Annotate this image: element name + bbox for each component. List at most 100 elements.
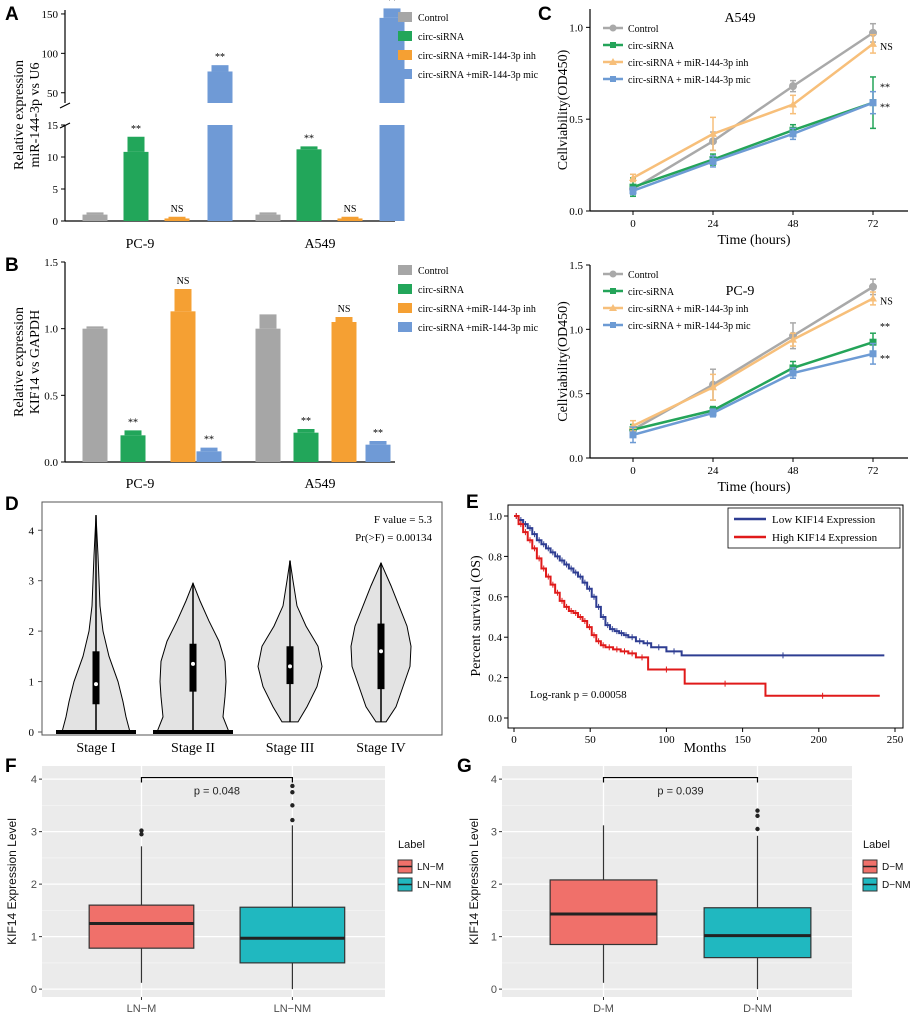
significance-label: ** (301, 416, 311, 427)
y-tick-label: 0.5 (569, 389, 583, 401)
y-axis-label: KIF14 Expression Level (5, 818, 19, 945)
legend-title: Label (863, 839, 890, 851)
y-axis-label: Relative expressionKIF14 vs GAPDH (12, 307, 43, 417)
legend-label: Control (628, 24, 659, 35)
error-bar (200, 448, 218, 452)
outlier-point (139, 828, 144, 833)
legend-label: LN−NM (417, 880, 451, 891)
data-point (869, 294, 877, 302)
legend-label: circ-siRNA + miR-144-3p mic (628, 75, 751, 86)
y-tick-label: 0 (491, 984, 497, 996)
bar (296, 149, 322, 221)
outlier-point (755, 808, 760, 813)
significance-label: ** (880, 103, 890, 114)
legend-marker (610, 42, 616, 48)
y-tick-label: 2 (31, 879, 37, 891)
x-tick-label: 0 (630, 465, 636, 477)
error-bar (259, 315, 277, 329)
y-tick-label: 0.5 (44, 390, 58, 402)
bar (170, 311, 196, 462)
data-point (789, 82, 797, 91)
y-tick-label: 1.0 (569, 22, 583, 34)
annotation-f-value: F value = 5.3 (374, 514, 433, 526)
panel-label-c: C (538, 4, 552, 25)
error-bar (124, 431, 142, 436)
outlier-point (290, 783, 295, 789)
panel-c-pc9-line-chart: 0.0 0.5 1.0 1.5 0 24 48 72 Time (hours) Cellviabi… (556, 260, 908, 495)
significance-label: ** (880, 322, 890, 333)
significance-label: ** (215, 52, 225, 63)
legend-swatch (398, 284, 412, 294)
bar (379, 125, 405, 221)
significance-label: ** (880, 354, 890, 365)
log-rank-annotation: Log-rank p = 0.00058 (530, 689, 627, 701)
significance-label: NS (880, 42, 893, 53)
legend-title: Label (398, 839, 425, 851)
y-tick-label: 2 (491, 879, 497, 891)
x-tick-label: 100 (658, 734, 675, 746)
x-tick-label: 50 (585, 734, 597, 746)
x-tick-label: 200 (811, 734, 828, 746)
panel-g-box-plot: 0 1 2 3 4 D-M D-NM p = 0.039 KIF14 Expression Le… (467, 766, 911, 1014)
x-tick-label: 0 (630, 218, 636, 230)
legend-label: circ-siRNA +miR-144-3p mic (418, 323, 539, 334)
y-axis-label: Cellviability(OD450) (556, 49, 571, 170)
outlier-point (755, 813, 760, 819)
data-point (709, 157, 717, 165)
box (239, 906, 346, 964)
significance-label: ** (387, 0, 397, 6)
significance-label: NS (344, 204, 357, 215)
y-tick-label: 0.0 (44, 457, 58, 469)
y-tick-label: 0.2 (488, 673, 502, 685)
annotation-p-value: Pr(>F) = 0.00134 (355, 532, 432, 544)
data-point (789, 369, 797, 377)
outlier-point (139, 832, 144, 837)
data-point (869, 39, 877, 47)
significance-label: ** (131, 124, 141, 135)
bar (120, 435, 146, 462)
panel-label-f: F (5, 756, 17, 777)
x-tick-label: 150 (734, 734, 751, 746)
p-value-label: p = 0.048 (194, 786, 240, 798)
x-category-label: A549 (304, 237, 335, 252)
legend-swatch (398, 31, 412, 41)
y-tick-label: 1.5 (44, 257, 58, 269)
legend-swatch (398, 265, 412, 275)
significance-label: NS (880, 296, 893, 307)
box (703, 907, 812, 959)
bar (365, 444, 391, 462)
x-category-label: PC-9 (126, 237, 155, 252)
y-tick-label: 1.0 (569, 324, 583, 336)
legend-marker (609, 58, 617, 65)
x-category-label: Stage II (171, 741, 215, 756)
outlier-point (755, 826, 760, 832)
median-point (288, 664, 292, 669)
panel-c-a549-line-chart: 0.0 0.5 1.0 0 24 48 72 Time (hours) Cellviabilit… (556, 9, 908, 248)
data-point (629, 431, 637, 439)
legend-label: Low KIF14 Expression (772, 514, 876, 526)
y-tick-label: 3 (29, 576, 35, 588)
panel-a-bar-chart: 0 5 10 15 50 100 150 Relative expressionmiR-144… (12, 0, 539, 252)
y-tick-label: 0 (31, 984, 37, 996)
significance-label: ** (373, 428, 383, 439)
panel-e-survival-plot: 0.0 0.2 0.4 0.6 0.8 1.0 0 50 100 150 200 250 Months P… (469, 504, 904, 756)
panel-label-e: E (466, 492, 479, 513)
x-tick-label: 24 (708, 218, 720, 230)
bar (255, 214, 281, 221)
panel-f-box-plot: 0 1 2 3 4 LN−M LN−NM p = 0.048 KIF14 Expression … (5, 766, 451, 1014)
legend-marker (610, 76, 616, 82)
data-point (709, 383, 717, 391)
series-line (632, 352, 874, 437)
y-tick-label: 4 (31, 774, 37, 786)
legend-label: circ-siRNA (418, 285, 465, 296)
legend-label: circ-siRNA (418, 32, 465, 43)
y-tick-label: 1.5 (569, 260, 583, 272)
x-tick-label: 48 (788, 218, 800, 230)
significance-label: NS (171, 204, 184, 215)
bar (196, 451, 222, 462)
iqr-box (92, 651, 100, 705)
error-bar (174, 290, 192, 312)
legend-label: circ-siRNA (628, 41, 675, 52)
significance-label: NS (338, 304, 351, 315)
